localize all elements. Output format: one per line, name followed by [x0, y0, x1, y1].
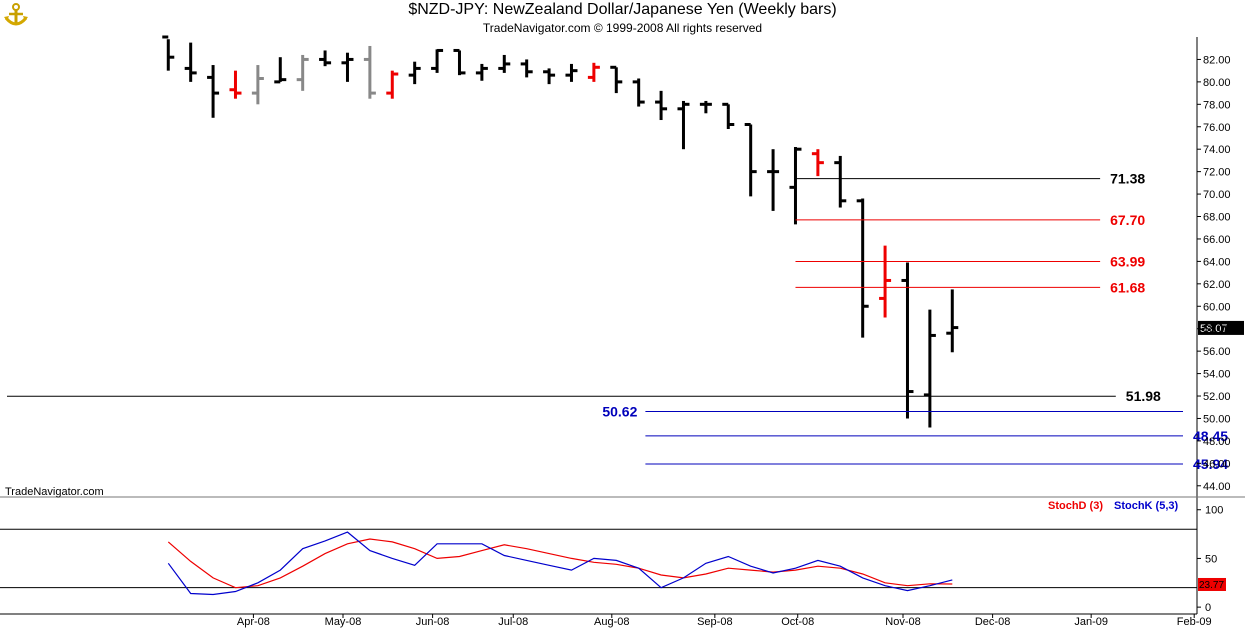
ohlc-bar	[408, 61, 421, 85]
ohlc-bar	[856, 198, 869, 338]
level-label: 71.38	[1110, 171, 1145, 187]
ohlc-bar	[543, 68, 556, 85]
price-tick-label: 64.00	[1203, 256, 1231, 268]
watermark-text: TradeNavigator.com	[5, 486, 104, 498]
legend-stochd: StochD (3)	[1048, 500, 1103, 512]
x-tick-label: Nov-08	[885, 616, 920, 628]
ohlc-bar	[677, 100, 690, 150]
stoch-last-value-box	[1198, 577, 1226, 591]
ohlc-bar	[520, 59, 533, 78]
ohlc-bar	[162, 35, 175, 71]
ohlc-bar	[184, 42, 197, 82]
ohlc-bar	[610, 65, 623, 94]
ohlc-bar	[923, 309, 936, 428]
level-label: 51.98	[1126, 388, 1161, 404]
ohlc-bar	[431, 48, 444, 73]
price-tick-label: 72.00	[1203, 167, 1231, 179]
x-tick-label: Jun-08	[416, 616, 450, 628]
price-tick-label: 60.00	[1203, 301, 1231, 313]
last-price-box	[1198, 320, 1244, 335]
last-price-label: 58.07	[1200, 323, 1228, 335]
price-levels-layer: 71.38 67.70 63.99 61.68 51.98 50.62 48.45 45.94…	[7, 171, 1244, 472]
x-axis: Apr-08 May-08 Jun-08 Jul-08 Aug-08 Sep-08 Oct-…	[237, 614, 1212, 628]
stochastic-panel: 0 50 100 StochD (3) StochK (5,3) 23.77	[0, 500, 1226, 614]
price-bars-layer	[162, 35, 959, 428]
level-label: 48.45	[1193, 428, 1228, 444]
price-tick-label: 48.00	[1203, 436, 1231, 448]
ohlc-bar	[453, 48, 466, 76]
x-tick-label: Jul-08	[498, 616, 528, 628]
price-tick-label: 56.00	[1203, 346, 1231, 358]
level-label: 50.62	[602, 404, 637, 420]
level-label: 67.70	[1110, 212, 1145, 228]
ohlc-bar	[363, 45, 376, 99]
ohlc-bar	[565, 63, 578, 82]
legend-stochk: StochK (5,3)	[1114, 500, 1179, 512]
price-tick-label: 46.00	[1203, 458, 1231, 470]
ohlc-bar	[655, 90, 668, 121]
price-tick-label: 58.00	[1203, 324, 1231, 336]
price-tick-label: 50.00	[1203, 413, 1231, 425]
ohlc-bar	[767, 149, 780, 211]
x-tick-label: Apr-08	[237, 616, 270, 628]
price-tick-label: 62.00	[1203, 279, 1231, 291]
price-tick-label: 74.00	[1203, 144, 1231, 156]
x-tick-label: Sep-08	[697, 616, 732, 628]
gold-anchor-logo-icon	[4, 3, 28, 26]
ohlc-bar	[879, 245, 892, 318]
price-tick-label: 66.00	[1203, 234, 1231, 246]
ohlc-bar	[834, 155, 847, 208]
x-tick-label: Feb-09	[1177, 616, 1212, 628]
stoch-tick-label: 50	[1205, 553, 1217, 565]
ohlc-bar	[207, 65, 220, 118]
price-axis-frame	[0, 37, 1245, 615]
ohlc-bar	[341, 52, 354, 82]
price-tick-label: 44.00	[1203, 481, 1231, 493]
price-tick-label: 80.00	[1203, 77, 1231, 89]
x-tick-label: Aug-08	[594, 616, 629, 628]
chart-subtitle: TradeNavigator.com © 1999-2008 All right…	[482, 21, 763, 35]
x-tick-label: Jan-09	[1074, 616, 1108, 628]
ohlc-bar	[789, 146, 802, 225]
ohlc-bar	[632, 78, 645, 107]
price-tick-label: 52.00	[1203, 391, 1231, 403]
stoch-tick-label: 100	[1205, 505, 1223, 517]
stoch-tick-label: 0	[1205, 602, 1211, 614]
stoch-series-line	[167, 538, 953, 589]
ohlc-bar	[811, 149, 824, 177]
price-tick-label: 78.00	[1203, 99, 1231, 111]
x-tick-label: Dec-08	[975, 616, 1010, 628]
chart-title: $NZD-JPY: NewZealand Dollar/Japanese Yen…	[408, 1, 837, 18]
price-tick-label: 68.00	[1203, 212, 1231, 224]
stoch-series-line	[167, 531, 953, 596]
price-tick-label: 82.00	[1203, 54, 1231, 66]
ohlc-bar	[475, 63, 488, 81]
ohlc-bar	[699, 100, 712, 114]
level-label: 45.94	[1193, 456, 1228, 472]
ohlc-bar	[901, 262, 914, 419]
x-tick-label: Oct-08	[781, 616, 814, 628]
stoch-last-value-label: 23.77	[1199, 580, 1224, 591]
price-tick-label: 70.00	[1203, 189, 1231, 201]
ohlc-bar	[251, 65, 264, 105]
ohlc-bar	[498, 54, 511, 73]
price-tick-label: 54.00	[1203, 369, 1231, 381]
level-label: 61.68	[1110, 279, 1145, 295]
price-tick-label: 76.00	[1203, 122, 1231, 134]
ohlc-bar	[744, 123, 757, 197]
ohlc-bar	[229, 70, 242, 99]
level-label: 63.99	[1110, 254, 1145, 270]
price-y-axis: 44.00 46.00 48.00 50.00 52.00 54.00 56.00 58.00…	[1197, 54, 1231, 493]
ohlc-bar	[386, 70, 399, 99]
ohlc-bar	[587, 62, 600, 82]
x-tick-label: May-08	[325, 616, 362, 628]
ohlc-bar	[296, 54, 309, 91]
ohlc-bar	[946, 289, 959, 353]
ohlc-bar	[274, 57, 287, 84]
ohlc-bar	[722, 102, 735, 129]
ohlc-bar	[319, 50, 332, 67]
